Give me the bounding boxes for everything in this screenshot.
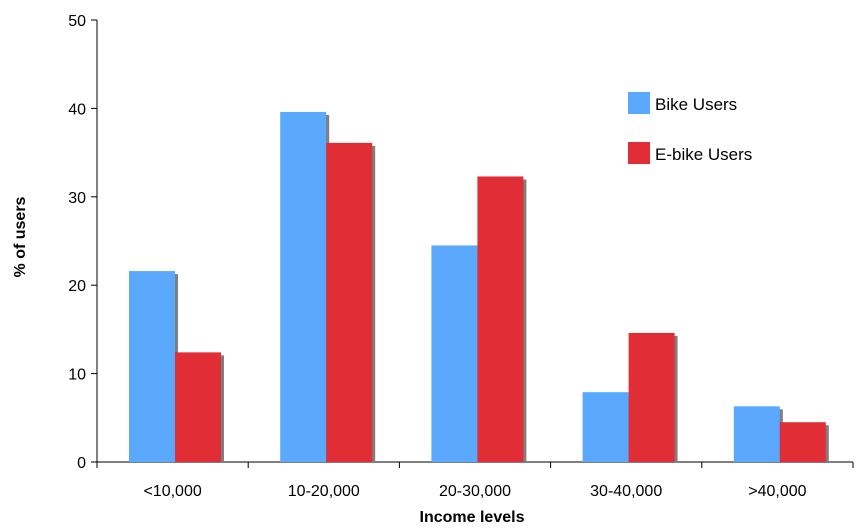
y-axis-title: % of users — [12, 196, 29, 277]
bar-bike-users — [431, 245, 478, 462]
x-tick-label: 10-20,000 — [288, 483, 360, 500]
y-tick-label: 0 — [77, 455, 86, 472]
bar-bike-users — [280, 111, 327, 462]
y-tick-label: 50 — [68, 13, 86, 30]
y-axis: 0 10 20 30 40 50 — [68, 13, 98, 472]
bar-bike-users — [733, 406, 780, 462]
y-tick-label: 40 — [68, 101, 86, 118]
y-tick-label: 30 — [68, 190, 86, 207]
bar-bike-users — [129, 271, 175, 462]
bar-ebike-users — [477, 176, 524, 462]
x-tick-label: 30-40,000 — [590, 483, 662, 500]
legend-swatch — [628, 92, 650, 114]
y-tick-label: 10 — [68, 367, 86, 384]
x-tick-label: 20-30,000 — [439, 483, 511, 500]
bar-bike-users — [582, 392, 629, 462]
legend-swatch — [628, 142, 650, 164]
bars — [129, 111, 829, 462]
x-tick-label: <10,000 — [143, 483, 201, 500]
x-axis-title: Income levels — [420, 509, 525, 526]
bar-ebike-users — [779, 422, 826, 462]
bar-ebike-users — [175, 352, 221, 462]
legend: Bike Users E-bike Users — [628, 92, 752, 164]
x-axis: <10,000 10-20,000 20-30,000 30-40,000 >40,00… — [96, 461, 854, 500]
bar-ebike-users — [628, 332, 675, 462]
legend-label: E-bike Users — [655, 145, 752, 164]
y-tick-label: 20 — [68, 278, 86, 295]
bar-ebike-users — [326, 142, 373, 462]
x-tick-label: >40,000 — [748, 483, 806, 500]
legend-label: Bike Users — [655, 95, 737, 114]
